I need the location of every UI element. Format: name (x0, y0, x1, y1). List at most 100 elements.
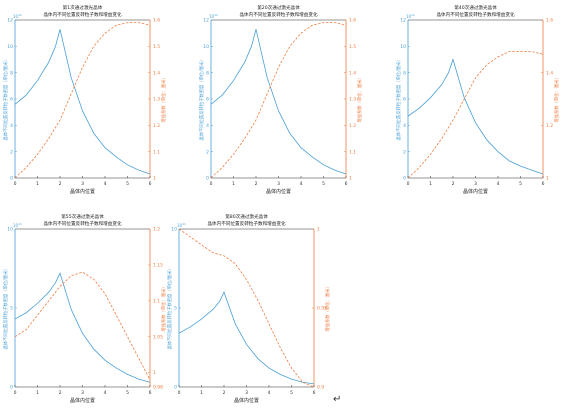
left-tick-label: 10 (171, 227, 177, 233)
left-tick-label: 6 (206, 97, 209, 103)
right-tick-label: 1.6 (349, 18, 356, 24)
right-tick-label: 0.9 (317, 385, 324, 391)
left-tick-label: 0 (206, 176, 209, 182)
right-axis-label: 增益系数（单位：厘米） (324, 284, 331, 331)
x-tick-label: 1 (36, 390, 39, 396)
x-tick-label: 5 (322, 181, 325, 187)
x-tick-label: 6 (313, 390, 316, 396)
left-exponent-label: 1011 (13, 222, 22, 228)
left-exponent-label: 1011 (177, 222, 186, 228)
x-tick-label: 6 (149, 390, 152, 396)
chart-subtitle: 晶体内不同位置反转粒子数和增益变化 (436, 11, 515, 18)
right-tick-label: 1 (153, 176, 156, 182)
chart-title: 第40次通过激光晶体 (454, 4, 497, 11)
left-exponent-power: 11 (214, 13, 218, 17)
left-tick-label: 8 (10, 70, 13, 76)
chart-title: 第1次通过激光晶体 (63, 4, 103, 11)
right-tick-label: 1.6 (546, 18, 553, 24)
x-tick-label: 3 (245, 390, 248, 396)
right-tick-label: 1 (153, 370, 156, 376)
x-axis-label: 晶体内位置 (70, 397, 95, 404)
inversion-density-line (210, 29, 347, 175)
left-tick-label: 2 (10, 149, 13, 155)
right-tick-label: 1.4 (349, 70, 356, 76)
left-exponent-power: 11 (411, 13, 415, 17)
left-exponent-power: 11 (18, 13, 22, 17)
left-exponent-label: 1011 (209, 13, 218, 19)
left-tick-label: 6 (403, 97, 406, 103)
x-tick-label: 5 (126, 181, 129, 187)
left-exponent-power: 11 (182, 222, 186, 226)
x-tick-label: 1 (200, 390, 203, 396)
chart-title: 第20次通过激光晶体 (257, 4, 300, 11)
gain-coefficient-line (407, 51, 544, 179)
left-tick-label: 10 (203, 44, 209, 50)
x-axis-label: 晶体内位置 (234, 397, 259, 404)
left-tick-label: 8 (403, 70, 406, 76)
right-tick-label: 1 (317, 227, 320, 233)
right-axis-label: 增益系数（单位：厘米） (160, 75, 167, 122)
gain-coefficient-line (178, 228, 315, 388)
chart-subtitle: 晶体内不同位置反转粒子数和增益变化 (43, 11, 122, 18)
right-tick-label: 0.95 (317, 306, 327, 312)
x-tick-label: 0 (407, 181, 410, 187)
right-tick-label: 1.05 (153, 334, 163, 340)
left-tick-label: 10 (7, 227, 13, 233)
left-tick-label: 0 (403, 176, 406, 182)
x-axis-label: 晶体内位置 (266, 188, 291, 195)
right-tick-label: 1.3 (153, 97, 160, 103)
gain-coefficient-line (210, 22, 347, 179)
left-exponent-label: 1011 (13, 13, 22, 19)
left-tick-label: 5 (174, 306, 177, 312)
left-axis-label: 晶体不同位置反转粒子数密度（单位/厘米） (395, 57, 402, 140)
right-tick-label: 0.98 (153, 385, 163, 391)
right-tick-label: 1.5 (153, 44, 160, 50)
x-tick-label: 4 (268, 390, 271, 396)
inversion-density-line (14, 29, 151, 175)
left-tick-label: 4 (10, 123, 13, 129)
right-tick-label: 1.2 (546, 123, 553, 129)
x-tick-label: 0 (14, 390, 17, 396)
x-tick-label: 4 (104, 390, 107, 396)
left-tick-label: 12 (400, 18, 406, 24)
chart-title: 第55次通过激光晶体 (61, 213, 104, 220)
right-axis-label: 增益系数（单位：厘米） (553, 75, 560, 122)
inversion-density-line (178, 291, 315, 385)
gain-coefficient-line (14, 271, 151, 381)
right-tick-label: 1.1 (153, 298, 160, 304)
chart-subtitle: 晶体内不同位置反转粒子数和增益变化 (239, 11, 318, 18)
right-tick-label: 1.5 (349, 44, 356, 50)
chart-title: 第80次通过激光晶体 (225, 213, 268, 220)
left-tick-label: 2 (206, 149, 209, 155)
right-tick-label: 1 (349, 176, 352, 182)
x-tick-label: 1 (232, 181, 235, 187)
x-tick-label: 6 (345, 181, 348, 187)
x-tick-label: 2 (223, 390, 226, 396)
x-tick-label: 4 (300, 181, 303, 187)
right-tick-label: 1.3 (349, 97, 356, 103)
right-tick-label: 1 (546, 176, 549, 182)
x-tick-label: 1 (429, 181, 432, 187)
left-tick-label: 12 (7, 18, 13, 24)
x-tick-label: 0 (210, 181, 213, 187)
x-tick-label: 0 (178, 390, 181, 396)
x-tick-label: 1 (36, 181, 39, 187)
chart-subtitle: 晶体内不同位置反转粒子数和增益变化 (43, 220, 122, 227)
x-tick-label: 2 (255, 181, 258, 187)
left-tick-label: 0 (10, 176, 13, 182)
left-tick-label: 4 (403, 123, 406, 129)
right-tick-label: 1.15 (153, 263, 163, 269)
x-tick-label: 3 (474, 181, 477, 187)
left-exponent-label: 1011 (406, 13, 415, 19)
left-axis-label: 晶体不同位置反转粒子数密度（单位/厘米） (2, 266, 9, 349)
x-tick-label: 2 (452, 181, 455, 187)
left-tick-label: 10 (400, 44, 406, 50)
x-tick-label: 3 (81, 390, 84, 396)
x-tick-label: 3 (277, 181, 280, 187)
left-tick-label: 4 (206, 123, 209, 129)
right-tick-label: 1.4 (546, 70, 553, 76)
